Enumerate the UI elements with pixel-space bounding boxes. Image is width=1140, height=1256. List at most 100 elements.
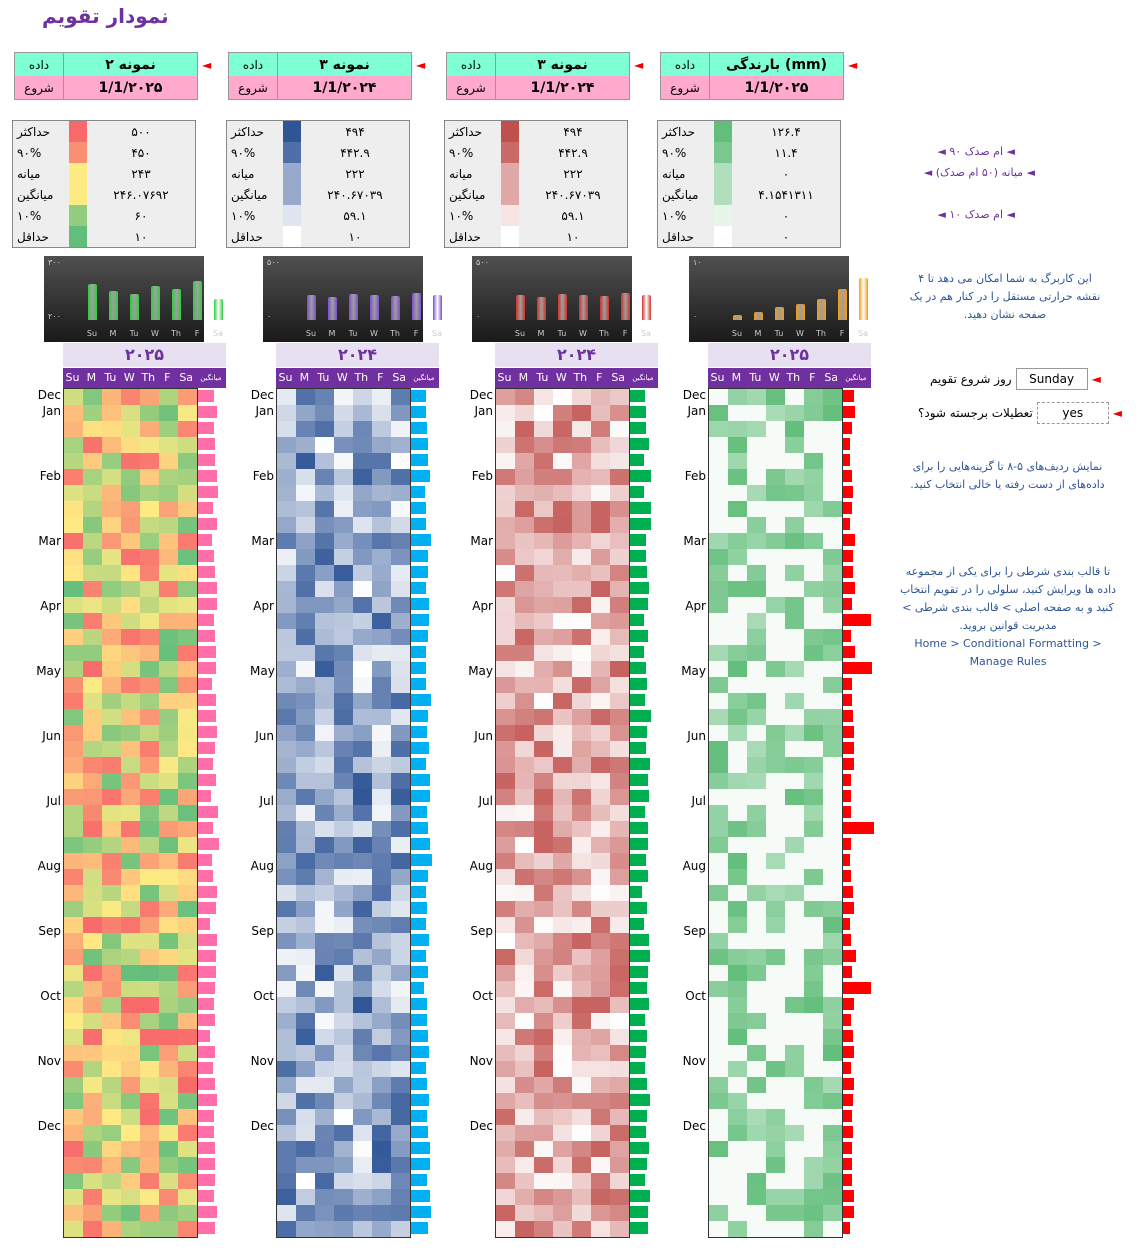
- calendar-day-cell[interactable]: [315, 885, 334, 901]
- calendar-day-cell[interactable]: [391, 661, 410, 677]
- calendar-day-cell[interactable]: [572, 1141, 591, 1157]
- calendar-day-cell[interactable]: [140, 789, 159, 805]
- calendar-day-cell[interactable]: [728, 501, 747, 517]
- calendar-day-cell[interactable]: [709, 533, 728, 549]
- calendar-day-cell[interactable]: [591, 997, 610, 1013]
- calendar-day-cell[interactable]: [391, 757, 410, 773]
- calendar-day-cell[interactable]: [534, 885, 553, 901]
- calendar-day-cell[interactable]: [572, 981, 591, 997]
- calendar-day-cell[interactable]: [64, 821, 83, 837]
- calendar-day-cell[interactable]: [178, 1045, 197, 1061]
- calendar-day-cell[interactable]: [823, 869, 842, 885]
- calendar-day-cell[interactable]: [121, 1205, 140, 1221]
- calendar-day-cell[interactable]: [553, 533, 572, 549]
- calendar-day-cell[interactable]: [391, 805, 410, 821]
- calendar-day-cell[interactable]: [315, 677, 334, 693]
- calendar-day-cell[interactable]: [391, 677, 410, 693]
- calendar-day-cell[interactable]: [534, 1029, 553, 1045]
- calendar-day-cell[interactable]: [102, 805, 121, 821]
- calendar-day-cell[interactable]: [334, 901, 353, 917]
- calendar-day-cell[interactable]: [296, 933, 315, 949]
- calendar-day-cell[interactable]: [766, 453, 785, 469]
- calendar-day-cell[interactable]: [334, 1189, 353, 1205]
- calendar-day-cell[interactable]: [277, 1189, 296, 1205]
- calendar-day-cell[interactable]: [178, 1157, 197, 1173]
- dataset-name[interactable]: نمونه ۲: [105, 56, 156, 73]
- calendar-day-cell[interactable]: [804, 789, 823, 805]
- calendar-day-cell[interactable]: [353, 1061, 372, 1077]
- calendar-day-cell[interactable]: [353, 661, 372, 677]
- calendar-day-cell[interactable]: [823, 885, 842, 901]
- calendar-day-cell[interactable]: [178, 725, 197, 741]
- calendar-day-cell[interactable]: [121, 405, 140, 421]
- calendar-day-cell[interactable]: [178, 597, 197, 613]
- calendar-day-cell[interactable]: [315, 549, 334, 565]
- calendar-day-cell[interactable]: [496, 965, 515, 981]
- calendar-day-cell[interactable]: [178, 421, 197, 437]
- calendar-day-cell[interactable]: [334, 677, 353, 693]
- calendar-day-cell[interactable]: [553, 757, 572, 773]
- calendar-day-cell[interactable]: [572, 805, 591, 821]
- calendar-day-cell[interactable]: [121, 629, 140, 645]
- calendar-day-cell[interactable]: [515, 997, 534, 1013]
- calendar-day-cell[interactable]: [785, 661, 804, 677]
- calendar-day-cell[interactable]: [610, 741, 629, 757]
- calendar-day-cell[interactable]: [515, 757, 534, 773]
- calendar-day-cell[interactable]: [709, 1045, 728, 1061]
- calendar-day-cell[interactable]: [159, 805, 178, 821]
- calendar-day-cell[interactable]: [709, 645, 728, 661]
- calendar-day-cell[interactable]: [102, 389, 121, 405]
- calendar-day-cell[interactable]: [553, 805, 572, 821]
- calendar-day-cell[interactable]: [534, 517, 553, 533]
- calendar-day-cell[interactable]: [277, 709, 296, 725]
- calendar-day-cell[interactable]: [277, 1093, 296, 1109]
- calendar-day-cell[interactable]: [610, 1173, 629, 1189]
- calendar-day-cell[interactable]: [553, 1221, 572, 1237]
- calendar-day-cell[interactable]: [277, 693, 296, 709]
- calendar-day-cell[interactable]: [296, 1157, 315, 1173]
- calendar-day-cell[interactable]: [591, 1221, 610, 1237]
- calendar-day-cell[interactable]: [296, 789, 315, 805]
- calendar-day-cell[interactable]: [591, 437, 610, 453]
- calendar-day-cell[interactable]: [353, 1173, 372, 1189]
- calendar-day-cell[interactable]: [296, 1125, 315, 1141]
- calendar-day-cell[interactable]: [83, 981, 102, 997]
- calendar-day-cell[interactable]: [315, 725, 334, 741]
- calendar-day-cell[interactable]: [572, 661, 591, 677]
- calendar-day-cell[interactable]: [610, 949, 629, 965]
- calendar-day-cell[interactable]: [391, 485, 410, 501]
- calendar-day-cell[interactable]: [823, 1141, 842, 1157]
- calendar-day-cell[interactable]: [591, 1157, 610, 1173]
- calendar-day-cell[interactable]: [64, 629, 83, 645]
- calendar-day-cell[interactable]: [496, 1189, 515, 1205]
- calendar-day-cell[interactable]: [496, 917, 515, 933]
- calendar-day-cell[interactable]: [572, 517, 591, 533]
- calendar-day-cell[interactable]: [591, 805, 610, 821]
- calendar-day-cell[interactable]: [353, 453, 372, 469]
- calendar-day-cell[interactable]: [823, 709, 842, 725]
- calendar-day-cell[interactable]: [747, 661, 766, 677]
- calendar-day-cell[interactable]: [102, 405, 121, 421]
- calendar-day-cell[interactable]: [391, 693, 410, 709]
- calendar-day-cell[interactable]: [591, 981, 610, 997]
- calendar-day-cell[interactable]: [372, 853, 391, 869]
- calendar-day-cell[interactable]: [766, 565, 785, 581]
- calendar-day-cell[interactable]: [515, 693, 534, 709]
- calendar-day-cell[interactable]: [83, 885, 102, 901]
- calendar-day-cell[interactable]: [315, 597, 334, 613]
- calendar-day-cell[interactable]: [372, 965, 391, 981]
- calendar-day-cell[interactable]: [315, 917, 334, 933]
- calendar-day-cell[interactable]: [353, 1029, 372, 1045]
- calendar-day-cell[interactable]: [178, 1221, 197, 1237]
- calendar-day-cell[interactable]: [315, 933, 334, 949]
- calendar-day-cell[interactable]: [296, 885, 315, 901]
- calendar-day-cell[interactable]: [102, 1109, 121, 1125]
- calendar-day-cell[interactable]: [515, 661, 534, 677]
- calendar-day-cell[interactable]: [591, 533, 610, 549]
- calendar-day-cell[interactable]: [515, 469, 534, 485]
- calendar-day-cell[interactable]: [804, 693, 823, 709]
- calendar-day-cell[interactable]: [804, 1093, 823, 1109]
- calendar-day-cell[interactable]: [353, 901, 372, 917]
- calendar-day-cell[interactable]: [496, 405, 515, 421]
- calendar-day-cell[interactable]: [804, 389, 823, 405]
